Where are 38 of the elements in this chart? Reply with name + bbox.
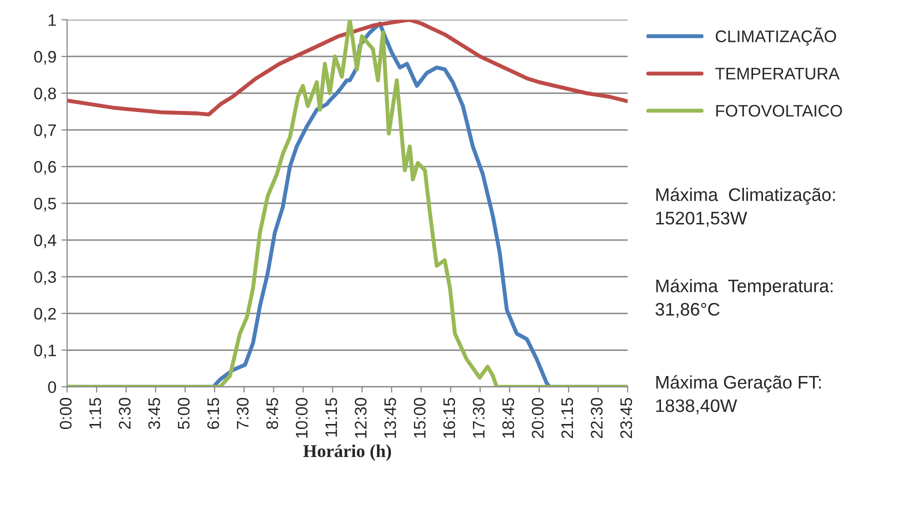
x-tick-label: 16:15 — [443, 398, 456, 438]
x-tick-label: 10:00 — [296, 398, 308, 438]
text: Máxima Geração FT: 1838,40W — [656, 375, 821, 414]
legend-label: CLIMATIZAÇÃO — [716, 27, 836, 46]
text: Máxima Climatização: 15201,53W — [656, 188, 835, 227]
x-tick-label: 17:30 — [472, 398, 485, 438]
x-tick-label: 6:15 — [207, 398, 220, 429]
x-tick-label: 21:15 — [561, 398, 574, 438]
x-tick-label: 18:45 — [502, 398, 514, 438]
y-tick-label: 0,1 — [34, 344, 56, 358]
y-tick-label: 0,2 — [34, 308, 56, 322]
y-tick-label: 1 — [48, 14, 56, 26]
y-tick-label: 0,5 — [34, 198, 56, 212]
legend-label: FOTOVOLTAICO — [716, 104, 842, 117]
x-tick-label: 15:00 — [414, 398, 426, 438]
x-tick-label: 13:45 — [384, 398, 396, 438]
y-tick-label: 0,8 — [34, 88, 56, 102]
x-tick-label: 2:30 — [118, 398, 131, 429]
y-tick-label: 0,7 — [34, 124, 56, 138]
text: Máxima Temperatura: 31,86°C — [656, 278, 832, 318]
y-tick-label: 0,9 — [34, 50, 56, 65]
y-tick-label: 0,3 — [34, 271, 56, 285]
x-axis-title: Horário (h) — [303, 444, 391, 461]
x-tick-label: 8:45 — [266, 398, 278, 429]
x-tick-label: 12:30 — [354, 398, 367, 438]
x-tick-label: 3:45 — [148, 398, 160, 430]
x-tick-label: 0:00 — [60, 398, 72, 430]
legend-label: TEMPERATURA — [715, 68, 840, 80]
x-tick-label: 1:15 — [89, 398, 102, 428]
x-tick-label: 7:30 — [236, 398, 249, 429]
y-tick-label: 0 — [48, 381, 56, 394]
x-tick-label: 11:15 — [325, 398, 338, 436]
x-tick-label: 23:45 — [620, 398, 632, 438]
y-tick-label: 0,6 — [34, 161, 56, 175]
x-tick-label: 20:00 — [532, 398, 544, 438]
y-tick-label: 0,4 — [34, 234, 56, 248]
x-tick-label: 5:00 — [178, 398, 190, 430]
x-tick-label: 22:30 — [590, 398, 603, 438]
